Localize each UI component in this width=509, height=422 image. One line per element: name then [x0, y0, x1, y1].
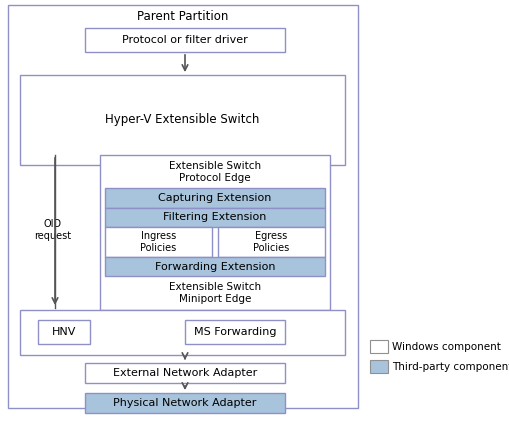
Bar	[370, 340, 388, 353]
Text: HNV: HNV	[52, 327, 76, 337]
Text: Extensible Switch
Miniport Edge: Extensible Switch Miniport Edge	[169, 282, 261, 304]
Bar	[218, 227, 325, 257]
Bar	[85, 393, 285, 413]
Text: Filtering Extension: Filtering Extension	[163, 213, 267, 222]
Bar	[85, 363, 285, 383]
Bar	[105, 188, 325, 208]
Bar	[20, 75, 345, 165]
Bar	[8, 5, 358, 408]
Bar	[105, 208, 325, 227]
Text: Parent Partition: Parent Partition	[137, 11, 229, 24]
Text: Hyper-V Extensible Switch: Hyper-V Extensible Switch	[105, 114, 260, 127]
Bar	[100, 155, 330, 310]
Text: Windows component: Windows component	[392, 342, 501, 352]
Text: Capturing Extension: Capturing Extension	[158, 193, 272, 203]
Bar	[105, 227, 212, 257]
Text: OID
request: OID request	[35, 219, 72, 241]
Bar	[105, 257, 325, 276]
Text: Physical Network Adapter: Physical Network Adapter	[114, 398, 257, 408]
Text: Third-party component: Third-party component	[392, 362, 509, 372]
Text: Protocol or filter driver: Protocol or filter driver	[122, 35, 248, 45]
Text: Extensible Switch
Protocol Edge: Extensible Switch Protocol Edge	[169, 161, 261, 183]
Text: Egress
Policies: Egress Policies	[253, 231, 290, 253]
Text: MS Forwarding: MS Forwarding	[194, 327, 276, 337]
Text: External Network Adapter: External Network Adapter	[113, 368, 257, 378]
Bar	[370, 360, 388, 373]
Text: Ingress
Policies: Ingress Policies	[140, 231, 177, 253]
Text: Forwarding Extension: Forwarding Extension	[155, 262, 275, 271]
Bar	[185, 320, 285, 344]
Bar	[38, 320, 90, 344]
Bar	[85, 28, 285, 52]
Bar	[20, 310, 345, 355]
